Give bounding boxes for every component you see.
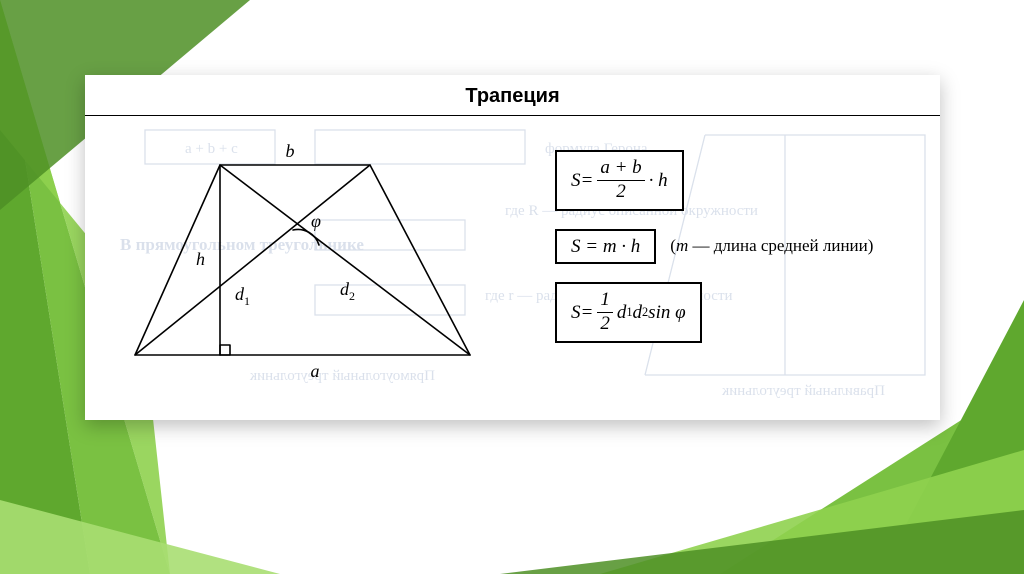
f3-d2: d xyxy=(633,303,643,322)
formula-2-row: S = m · h (m — длина средней линии) xyxy=(555,229,925,264)
formula-1-row: S = a + b 2 · h xyxy=(555,150,925,211)
formula-3-row: S = 1 2 d1 d2 sin φ xyxy=(555,282,925,343)
f1-den: 2 xyxy=(613,182,629,203)
formula-list: S = a + b 2 · h S = m · h (m — длина сре… xyxy=(555,150,925,361)
f2-annot-m: m xyxy=(676,236,688,255)
f3-lhs: S xyxy=(571,303,581,322)
f3-d1: d xyxy=(617,303,627,322)
svg-text:Правильный треугольник: Правильный треугольник xyxy=(721,383,885,399)
label-b: b xyxy=(286,141,295,161)
title-underline xyxy=(85,115,940,116)
label-phi: φ xyxy=(311,211,321,231)
f3-fraction: 1 2 xyxy=(597,290,613,335)
f3-tail: sin φ xyxy=(648,303,685,322)
figure-title: Трапеция xyxy=(85,85,940,108)
f2-annot-text: — длина средней линии) xyxy=(688,236,873,255)
content-card: формула Герона где R — радиус описанной … xyxy=(85,75,940,420)
f1-num: a + b xyxy=(597,158,644,179)
f3-den: 2 xyxy=(597,314,613,335)
f3-eq: = xyxy=(581,303,594,322)
label-d2: d2 xyxy=(340,279,355,303)
formula-3-box: S = 1 2 d1 d2 sin φ xyxy=(555,282,702,343)
f1-eq: = xyxy=(581,171,594,190)
formula-2-box: S = m · h xyxy=(555,229,656,264)
f1-fraction: a + b 2 xyxy=(597,158,644,203)
formula-2-annotation: (m — длина средней линии) xyxy=(670,236,873,256)
label-h: h xyxy=(196,249,205,269)
f1-tail: · h xyxy=(649,171,668,190)
trapezoid-diagram: b a h φ d1 d2 xyxy=(115,135,495,395)
formula-1-box: S = a + b 2 · h xyxy=(555,150,684,211)
label-a: a xyxy=(311,361,320,381)
f2-expr: S = m · h xyxy=(571,237,640,256)
label-d1: d1 xyxy=(235,284,250,308)
f1-lhs: S xyxy=(571,171,581,190)
f3-num: 1 xyxy=(597,290,613,311)
slide-root: формула Герона где R — радиус описанной … xyxy=(0,0,1024,574)
